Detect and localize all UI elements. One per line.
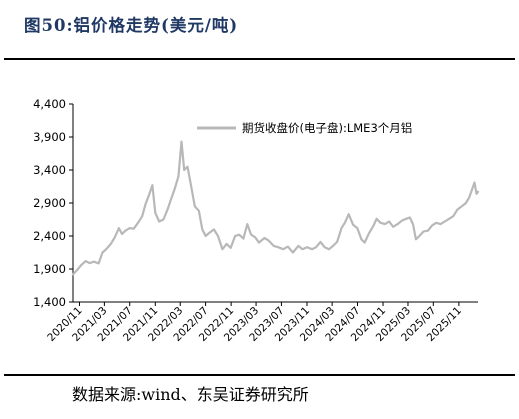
- source-note: 数据来源:wind、东吴证券研究所: [72, 385, 309, 404]
- line-chart: 1,400 1,900 2,400 2,900 3,400 3,900 4,400 2020…: [33, 97, 480, 344]
- y-tick-label: 1,400: [33, 295, 66, 309]
- top-rule: [4, 58, 515, 60]
- y-axis: 1,400 1,900 2,400 2,900 3,400 3,900 4,400: [33, 97, 74, 309]
- y-tick-label: 2,400: [33, 229, 66, 243]
- y-tick-label: 2,900: [33, 196, 66, 210]
- bottom-rule: [4, 374, 515, 376]
- y-tick-label: 4,400: [33, 97, 66, 111]
- figure-title: 图50:铝价格走势(美元/吨): [24, 16, 239, 35]
- x-axis: 2020/112021/032021/072021/112022/032022/…: [45, 301, 478, 344]
- y-tick-label: 1,900: [33, 262, 66, 276]
- series-line-lme3-aluminum: [71, 140, 480, 276]
- legend: 期货收盘价(电子盘):LME3个月铝: [197, 121, 412, 135]
- series-layer: [71, 140, 480, 276]
- y-tick-label: 3,900: [33, 130, 66, 144]
- legend-label: 期货收盘价(电子盘):LME3个月铝: [242, 121, 412, 135]
- y-tick-label: 3,400: [33, 163, 66, 177]
